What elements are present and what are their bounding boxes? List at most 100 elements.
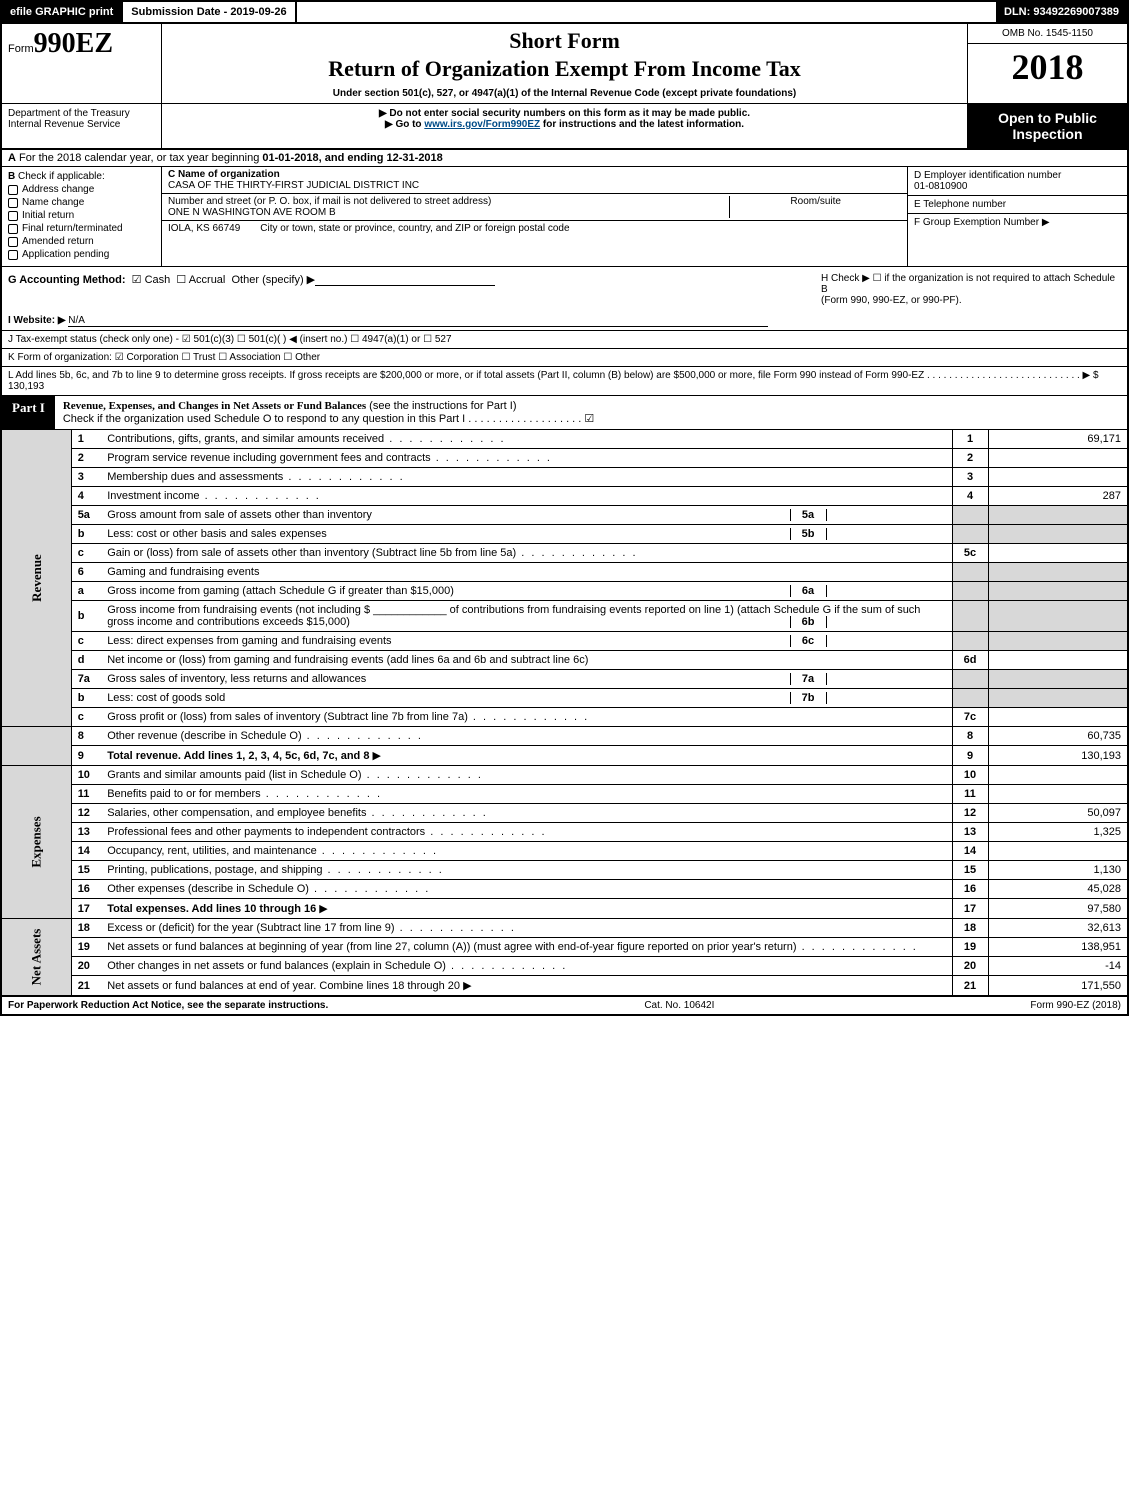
ln-desc-text: Gross amount from sale of assets other t…: [107, 509, 372, 521]
table-row: 15 Printing, publications, postage, and …: [1, 861, 1128, 880]
chk-label: Name change: [22, 197, 84, 208]
table-row: b Less: cost or other basis and sales ex…: [1, 525, 1128, 544]
open-to-public: Open to Public Inspection: [967, 104, 1127, 148]
chk-label: Final return/terminated: [22, 223, 123, 234]
chk-name-change[interactable]: Name change: [8, 197, 155, 208]
ln-num: 18: [71, 919, 101, 938]
table-row: 2 Program service revenue including gove…: [1, 449, 1128, 468]
g-label: G Accounting Method:: [8, 274, 126, 286]
ln-desc-text: Less: cost or other basis and sales expe…: [107, 528, 327, 540]
sub-num: 5b: [790, 528, 826, 540]
rt-num: 17: [952, 899, 988, 919]
g-accrual: Accrual: [189, 274, 226, 286]
checkbox-icon: [8, 224, 18, 234]
ln-num: 9: [71, 746, 101, 766]
section-b: B Check if applicable: Address change Na…: [2, 167, 162, 266]
goto-link[interactable]: www.irs.gov/Form990EZ: [424, 119, 540, 130]
ln-num: 20: [71, 957, 101, 976]
rt-num: 3: [952, 468, 988, 487]
dln-label: DLN: 93492269007389: [996, 2, 1127, 22]
chk-final-return[interactable]: Final return/terminated: [8, 223, 155, 234]
table-row: d Net income or (loss) from gaming and f…: [1, 651, 1128, 670]
table-row: a Gross income from gaming (attach Sched…: [1, 582, 1128, 601]
j-tax-exempt: J Tax-exempt status (check only one) - ☑…: [0, 330, 1129, 348]
rt-num-grey: [952, 689, 988, 708]
table-row: 5a Gross amount from sale of assets othe…: [1, 506, 1128, 525]
rt-val: 287: [988, 487, 1128, 506]
rt-val: [988, 544, 1128, 563]
sub-num: 5a: [790, 509, 826, 521]
short-form-title: Short Form: [170, 28, 959, 54]
chk-label: Amended return: [22, 236, 94, 247]
g-other-input[interactable]: [315, 274, 495, 286]
rt-num: 16: [952, 880, 988, 899]
rt-num: 4: [952, 487, 988, 506]
sub-val: [826, 509, 946, 521]
ln-desc: Gross amount from sale of assets other t…: [101, 506, 952, 525]
rt-num: 1: [952, 430, 988, 449]
ln-desc-text: Less: direct expenses from gaming and fu…: [107, 635, 391, 647]
rt-val-grey: [988, 506, 1128, 525]
section-b-label: B: [8, 171, 15, 182]
goto-post: for instructions and the latest informat…: [540, 119, 744, 130]
f-label: F Group Exemption Number ▶: [914, 217, 1121, 228]
checkbox-icon: [8, 211, 18, 221]
table-row: 4 Investment income 4 287: [1, 487, 1128, 506]
instructions-block: ▶ Do not enter social security numbers o…: [162, 104, 967, 148]
irs-label: Internal Revenue Service: [8, 119, 155, 130]
ln-desc-text: Gross income from gaming (attach Schedul…: [107, 585, 454, 597]
ln-num: c: [71, 708, 101, 727]
ln-desc: Occupancy, rent, utilities, and maintena…: [101, 842, 952, 861]
rt-val-grey: [988, 670, 1128, 689]
rt-num: 19: [952, 938, 988, 957]
ln-num: 2: [71, 449, 101, 468]
goto-pre: ▶ Go to: [385, 119, 424, 130]
d-ein-row: D Employer identification number 01-0810…: [908, 167, 1127, 196]
sub-val: [826, 635, 946, 647]
rt-val-grey: [988, 632, 1128, 651]
sub-num: 6a: [790, 585, 826, 597]
ln-num: 15: [71, 861, 101, 880]
ln-desc-bold: Total expenses. Add lines 10 through 16: [107, 903, 316, 915]
return-title: Return of Organization Exempt From Incom…: [170, 56, 959, 82]
ln-desc: Other expenses (describe in Schedule O): [101, 880, 952, 899]
ln-num: 11: [71, 785, 101, 804]
l-gross-receipts: L Add lines 5b, 6c, and 7b to line 9 to …: [0, 366, 1129, 396]
sub-num: 6c: [790, 635, 826, 647]
ln-desc: Net assets or fund balances at end of ye…: [101, 976, 952, 996]
checkbox-icon: [8, 237, 18, 247]
ln-desc: Net income or (loss) from gaming and fun…: [101, 651, 952, 670]
ln-desc: Contributions, gifts, grants, and simila…: [101, 430, 952, 449]
part1-title-block: Revenue, Expenses, and Changes in Net As…: [55, 396, 1127, 429]
rt-val: 97,580: [988, 899, 1128, 919]
g-cash: Cash: [145, 274, 171, 286]
rt-num-grey: [952, 601, 988, 632]
sub-val: [826, 616, 946, 628]
rt-num-grey: [952, 506, 988, 525]
rt-val: 32,613: [988, 919, 1128, 938]
rt-num-grey: [952, 582, 988, 601]
rt-val: [988, 785, 1128, 804]
city-label: City or town, state or province, country…: [260, 223, 569, 234]
chk-address-change[interactable]: Address change: [8, 184, 155, 195]
chk-initial-return[interactable]: Initial return: [8, 210, 155, 221]
table-row: 14 Occupancy, rent, utilities, and maint…: [1, 842, 1128, 861]
ln-desc: Gross income from fundraising events (no…: [101, 601, 952, 632]
chk-amended-return[interactable]: Amended return: [8, 236, 155, 247]
part1-checknote: Check if the organization used Schedule …: [63, 413, 594, 425]
bcd-block: B Check if applicable: Address change Na…: [0, 167, 1129, 267]
chk-application-pending[interactable]: Application pending: [8, 249, 155, 260]
ln-desc: Net assets or fund balances at beginning…: [101, 938, 952, 957]
expenses-tab-label: Expenses: [28, 816, 44, 867]
rt-val: 69,171: [988, 430, 1128, 449]
efile-print-button[interactable]: efile GRAPHIC print: [2, 2, 123, 22]
part1-title-suffix: (see the instructions for Part I): [366, 400, 516, 412]
rt-num: 9: [952, 746, 988, 766]
rt-num: 7c: [952, 708, 988, 727]
rt-num: 8: [952, 727, 988, 746]
rt-val-grey: [988, 525, 1128, 544]
ln-desc: Gross sales of inventory, less returns a…: [101, 670, 952, 689]
website-label: I Website: ▶: [8, 315, 66, 326]
ln-desc: Gross income from gaming (attach Schedul…: [101, 582, 952, 601]
rt-val: -14: [988, 957, 1128, 976]
